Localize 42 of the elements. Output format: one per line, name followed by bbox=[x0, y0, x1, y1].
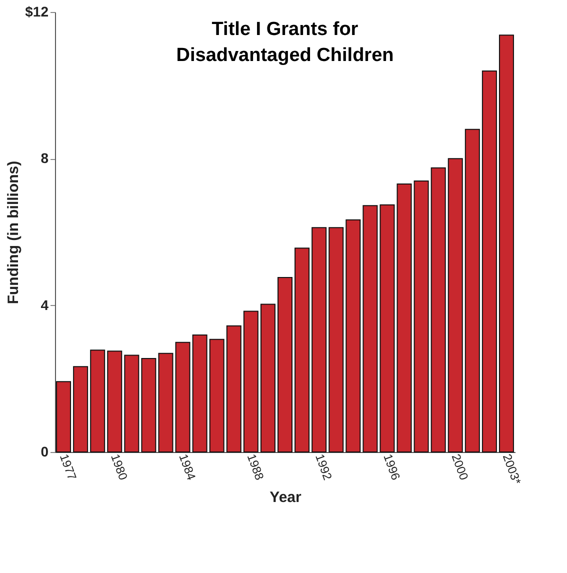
bar bbox=[175, 342, 190, 452]
text: Title I Grants for Disadvantaged Children bbox=[176, 19, 394, 66]
bar bbox=[56, 381, 72, 452]
bar bbox=[73, 366, 88, 452]
x-tick-label: 1984 bbox=[176, 452, 199, 482]
y-tick-label: 0 bbox=[40, 444, 49, 460]
bar bbox=[294, 248, 310, 452]
y-tick-label: $12 bbox=[25, 4, 49, 20]
x-tick-label: 2003* bbox=[500, 452, 524, 487]
x-tick-label: 1988 bbox=[244, 452, 267, 482]
bar bbox=[328, 227, 344, 452]
bar bbox=[380, 204, 395, 452]
bar bbox=[498, 34, 514, 452]
x-tick-label: 1980 bbox=[108, 452, 130, 482]
bar bbox=[312, 227, 327, 452]
bar bbox=[430, 167, 446, 452]
bar bbox=[192, 334, 208, 452]
bar bbox=[158, 352, 174, 452]
bar bbox=[362, 205, 378, 452]
y-tick-label: 4 bbox=[40, 296, 49, 313]
bar bbox=[226, 325, 242, 452]
x-tick-label: 1977 bbox=[56, 452, 80, 482]
x-tick-label: 1992 bbox=[312, 452, 335, 482]
bar bbox=[414, 180, 429, 452]
bar bbox=[482, 70, 497, 452]
bar bbox=[278, 276, 292, 452]
y-axis-title: Funding (in billions) bbox=[5, 160, 22, 304]
bar bbox=[124, 354, 140, 452]
bar bbox=[209, 338, 224, 452]
x-tick-label: 2000 bbox=[448, 452, 472, 482]
x-tick-label: 1996 bbox=[380, 452, 404, 482]
bar bbox=[346, 219, 361, 452]
bar bbox=[396, 183, 412, 452]
bar bbox=[107, 350, 122, 452]
x-axis-title: Year bbox=[270, 489, 302, 506]
bar bbox=[243, 310, 258, 452]
bar bbox=[141, 358, 156, 452]
bar bbox=[90, 350, 106, 452]
bar bbox=[260, 304, 276, 452]
y-tick-label: 8 bbox=[40, 150, 49, 166]
bar bbox=[448, 158, 463, 452]
bar bbox=[464, 128, 480, 452]
